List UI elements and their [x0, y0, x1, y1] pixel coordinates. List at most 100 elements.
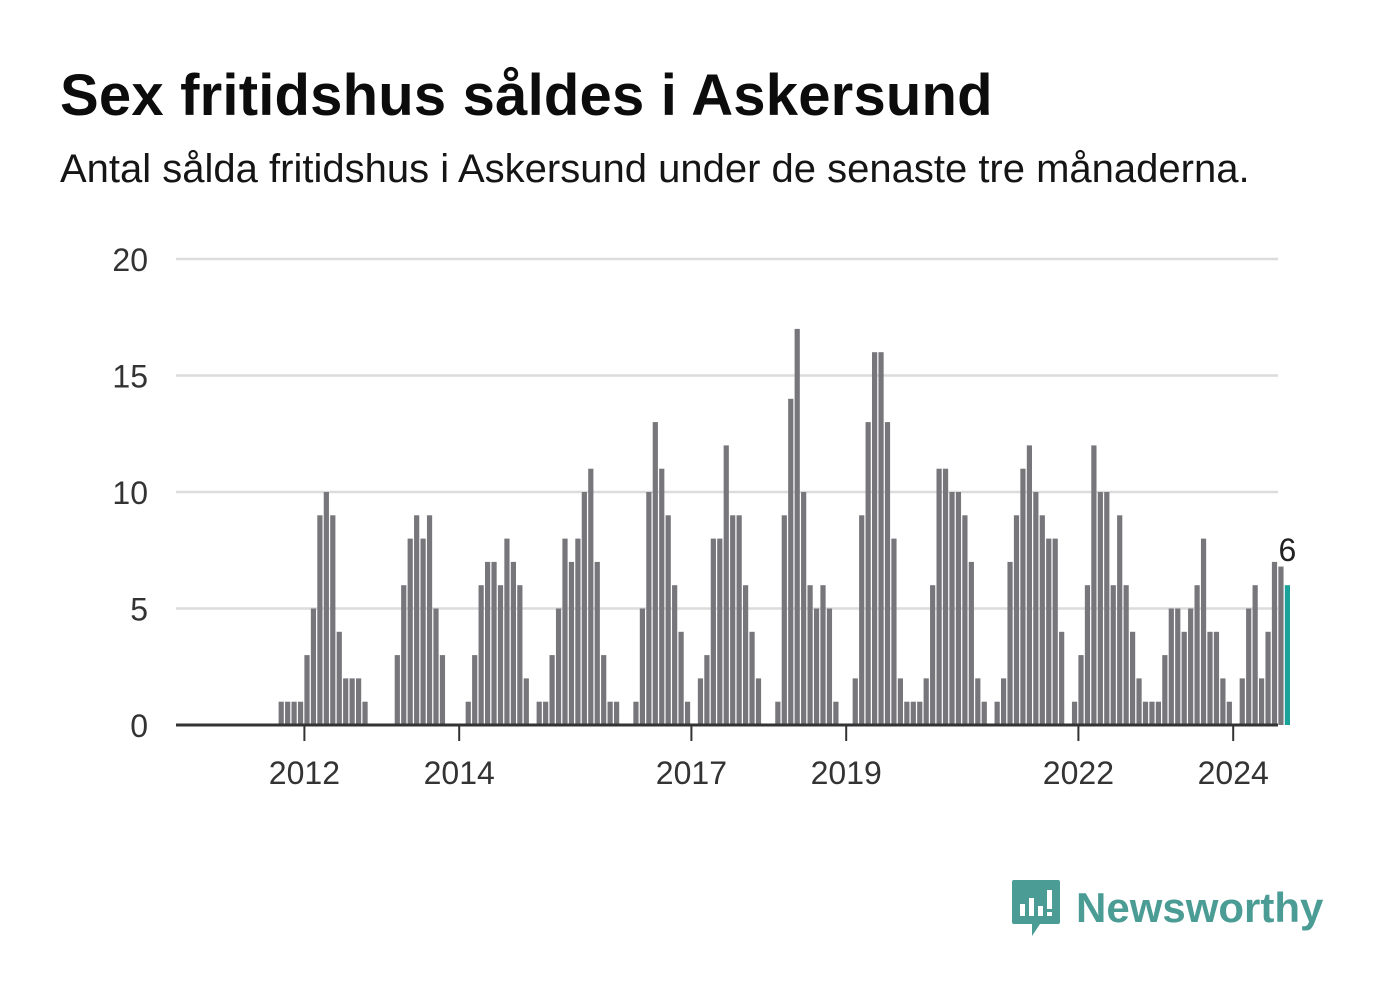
bar — [317, 515, 323, 725]
bar — [614, 701, 620, 725]
bar — [994, 701, 1000, 725]
bar — [633, 701, 639, 725]
bar — [1020, 468, 1026, 725]
bars — [278, 328, 1290, 725]
bar — [420, 538, 426, 725]
bar — [878, 352, 884, 725]
bar — [343, 678, 349, 725]
bar — [852, 678, 858, 725]
bar — [285, 701, 291, 725]
x-tick-label: 2019 — [811, 755, 882, 791]
bar — [504, 538, 510, 725]
bar — [426, 515, 433, 725]
bar — [536, 701, 542, 725]
bar — [672, 585, 678, 725]
bar — [1259, 678, 1265, 725]
bar — [433, 608, 439, 725]
bar — [949, 492, 955, 725]
bar — [1059, 631, 1065, 725]
x-tick-label: 2017 — [656, 755, 727, 791]
bar — [394, 655, 400, 725]
bar — [955, 492, 962, 725]
bar — [1026, 445, 1032, 725]
bar — [936, 468, 942, 725]
bar — [865, 422, 871, 725]
bar — [336, 631, 342, 725]
bar — [684, 701, 691, 725]
bar — [923, 678, 929, 725]
x-axis-ticks: 2012 2014 2017 2019 2022 2024 — [269, 725, 1269, 791]
bar-highlight — [1284, 585, 1290, 725]
bar — [1200, 538, 1207, 725]
bar — [736, 515, 742, 725]
y-tick-label: 5 — [130, 592, 148, 628]
bar — [652, 422, 658, 725]
bar — [1278, 566, 1284, 725]
bar — [775, 701, 781, 725]
bar — [1239, 678, 1245, 725]
bar — [659, 468, 665, 725]
bar — [1142, 701, 1149, 725]
bar — [1136, 678, 1142, 725]
bar — [555, 608, 562, 725]
bar — [1181, 631, 1187, 725]
bar — [1033, 492, 1039, 725]
chart-subtitle: Antal sålda fritidshus i Askersund under… — [60, 147, 1250, 191]
brand-name: Newsworthy — [1076, 884, 1324, 931]
bar — [575, 538, 581, 725]
x-tick-label: 2024 — [1198, 755, 1269, 791]
bar — [1007, 561, 1013, 725]
bar — [291, 701, 297, 725]
bar — [1207, 631, 1213, 725]
bar — [968, 561, 974, 725]
bar — [755, 678, 762, 725]
bar — [1149, 701, 1155, 725]
bar — [362, 701, 368, 725]
x-tick-label: 2012 — [269, 755, 340, 791]
bar — [1226, 701, 1232, 725]
bar — [917, 701, 923, 725]
bar — [826, 608, 833, 725]
bar — [710, 538, 716, 725]
x-tick-label: 2022 — [1043, 755, 1114, 791]
bar — [743, 585, 749, 725]
bar — [975, 678, 981, 725]
bar — [697, 678, 704, 725]
bar — [491, 561, 497, 725]
bar — [930, 585, 936, 725]
bar — [330, 515, 336, 725]
bar — [1188, 608, 1194, 725]
bar — [942, 468, 949, 725]
bar — [801, 492, 807, 725]
bar — [601, 655, 607, 725]
bar — [1039, 515, 1045, 725]
bar — [297, 701, 304, 725]
bar — [639, 608, 645, 725]
bar — [1123, 585, 1129, 725]
bar — [730, 515, 736, 725]
bar — [646, 492, 652, 725]
y-tick-label: 10 — [112, 475, 148, 511]
bar — [1252, 585, 1258, 725]
bar — [1162, 655, 1168, 725]
y-axis-ticks: 0 5 10 15 20 — [112, 242, 148, 744]
bar — [1246, 608, 1252, 725]
bar — [517, 585, 523, 725]
bar — [807, 585, 813, 725]
bar — [1013, 515, 1020, 725]
bar — [1213, 631, 1220, 725]
bar — [349, 678, 355, 725]
bar — [1175, 608, 1181, 725]
bar — [581, 492, 587, 725]
bar — [872, 352, 878, 725]
bar — [594, 561, 600, 725]
bar — [781, 515, 787, 725]
bar — [1084, 585, 1091, 725]
bar — [884, 422, 891, 725]
bar — [1052, 538, 1058, 725]
bar — [704, 655, 710, 725]
bar — [1097, 492, 1103, 725]
bar — [549, 655, 555, 725]
bar — [833, 701, 839, 725]
